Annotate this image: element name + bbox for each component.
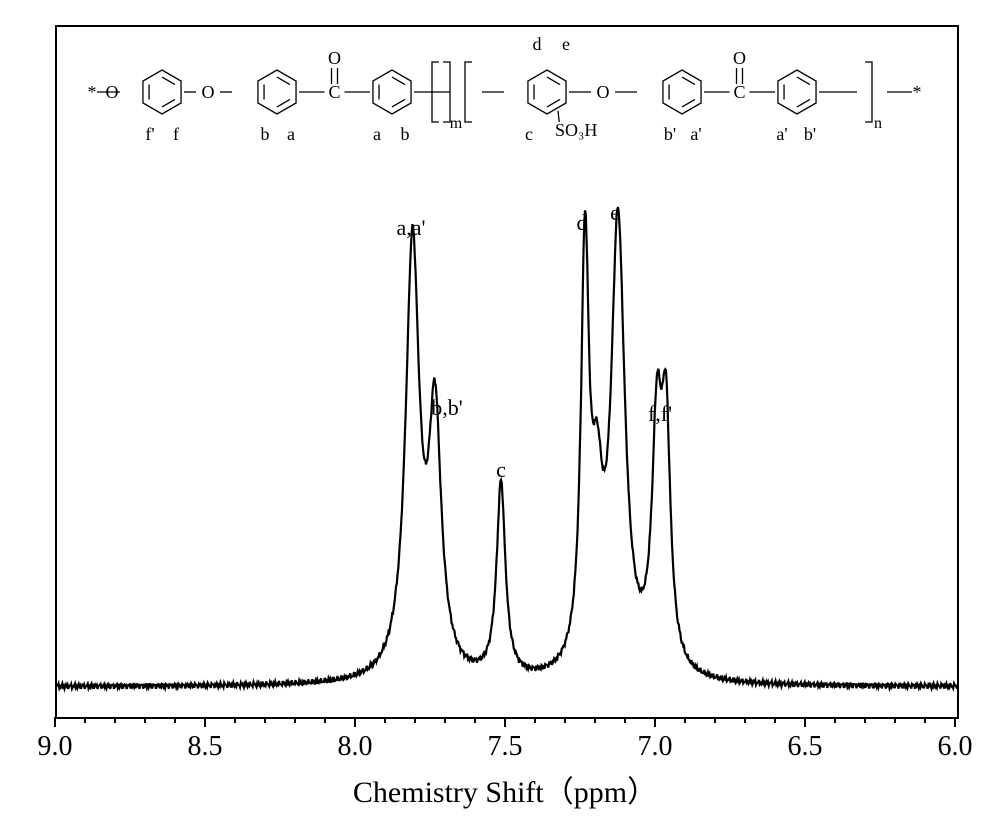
x-minor-tick [594, 717, 596, 723]
x-minor-tick [114, 717, 116, 723]
x-minor-tick [144, 717, 146, 723]
x-major-tick [204, 717, 206, 727]
svg-text:a: a [373, 124, 381, 144]
svg-text:c: c [525, 124, 533, 144]
svg-text:b: b [261, 124, 270, 144]
x-minor-tick [894, 717, 896, 723]
x-minor-tick [474, 717, 476, 723]
svg-text:SO₃H: SO₃H [555, 120, 597, 140]
x-tick-label: 6.5 [788, 731, 823, 763]
x-tick-label: 7.5 [488, 731, 523, 763]
plot-area: OCOOCOmnSO₃Hf'fbaabcdeb'a'a'b'*O* a,a'b,… [55, 25, 959, 719]
x-minor-tick [714, 717, 716, 723]
x-major-tick [804, 717, 806, 727]
peak-label: c [496, 457, 506, 483]
benzene-ring [778, 70, 816, 114]
x-tick-label: 6.0 [938, 731, 973, 763]
svg-text:*: * [88, 82, 97, 102]
benzene-ring [663, 70, 701, 114]
x-minor-tick [234, 717, 236, 723]
svg-text:e: e [562, 34, 570, 54]
x-minor-tick [384, 717, 386, 723]
peak-label: d [577, 210, 588, 236]
svg-text:b': b' [664, 124, 676, 144]
benzene-ring [258, 70, 296, 114]
benzene-ring [528, 70, 566, 114]
svg-text:C: C [328, 82, 340, 102]
x-minor-tick [534, 717, 536, 723]
chemical-structure-svg: OCOOCOmnSO₃Hf'fbaabcdeb'a'a'b'*O* [57, 27, 957, 207]
spectrum-trace [57, 207, 957, 689]
x-major-tick [954, 717, 956, 727]
peak-label: b,b' [431, 395, 462, 421]
svg-text:C: C [733, 82, 745, 102]
benzene-ring [373, 70, 411, 114]
figure-container: OCOOCOmnSO₃Hf'fbaabcdeb'a'a'b'*O* a,a'b,… [0, 0, 1000, 823]
x-tick-label: 8.5 [188, 731, 223, 763]
x-major-tick [654, 717, 656, 727]
svg-text:m: m [450, 115, 463, 132]
svg-text:b': b' [804, 124, 816, 144]
x-minor-tick [84, 717, 86, 723]
svg-text:d: d [533, 34, 542, 54]
svg-text:O: O [733, 48, 746, 68]
benzene-ring [143, 70, 181, 114]
x-tick-label: 7.0 [638, 731, 673, 763]
x-tick-label: 9.0 [38, 731, 73, 763]
x-minor-tick [294, 717, 296, 723]
x-minor-tick [564, 717, 566, 723]
peak-label: a,a' [397, 215, 426, 241]
peak-label: f,f' [648, 401, 672, 427]
x-minor-tick [324, 717, 326, 723]
x-minor-tick [924, 717, 926, 723]
svg-text:O: O [328, 48, 341, 68]
x-major-tick [54, 717, 56, 727]
svg-text:O: O [202, 82, 215, 102]
x-minor-tick [684, 717, 686, 723]
peak-label: e [610, 200, 620, 226]
x-minor-tick [744, 717, 746, 723]
svg-text:n: n [874, 115, 882, 132]
x-minor-tick [774, 717, 776, 723]
x-minor-tick [414, 717, 416, 723]
x-major-tick [504, 717, 506, 727]
svg-text:f': f' [145, 124, 154, 144]
x-minor-tick [264, 717, 266, 723]
svg-text:a: a [287, 124, 295, 144]
x-major-tick [354, 717, 356, 727]
svg-text:b: b [401, 124, 410, 144]
x-axis-label: Chemistry Shift（ppm） [353, 767, 657, 811]
svg-text:O: O [597, 82, 610, 102]
svg-text:f: f [173, 124, 179, 144]
svg-text:*: * [913, 82, 922, 102]
svg-text:O: O [106, 82, 119, 102]
svg-text:a': a' [776, 124, 787, 144]
x-minor-tick [444, 717, 446, 723]
x-minor-tick [834, 717, 836, 723]
x-tick-label: 8.0 [338, 731, 373, 763]
svg-text:a': a' [690, 124, 701, 144]
x-minor-tick [864, 717, 866, 723]
x-minor-tick [174, 717, 176, 723]
x-minor-tick [624, 717, 626, 723]
